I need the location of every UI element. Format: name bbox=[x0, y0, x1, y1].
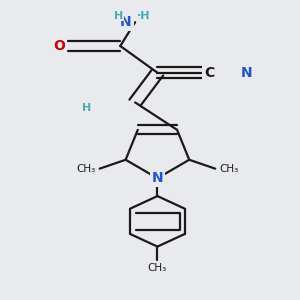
Text: N: N bbox=[241, 66, 253, 80]
Text: N: N bbox=[152, 171, 163, 185]
Text: H: H bbox=[82, 103, 92, 113]
Text: H: H bbox=[114, 11, 123, 21]
Text: C: C bbox=[204, 66, 214, 80]
Text: CH₃: CH₃ bbox=[148, 263, 167, 273]
Text: CH₃: CH₃ bbox=[219, 164, 238, 174]
Text: O: O bbox=[53, 39, 65, 53]
Text: N: N bbox=[120, 15, 131, 29]
Text: CH₃: CH₃ bbox=[77, 164, 96, 174]
Text: ·H: ·H bbox=[137, 11, 151, 21]
